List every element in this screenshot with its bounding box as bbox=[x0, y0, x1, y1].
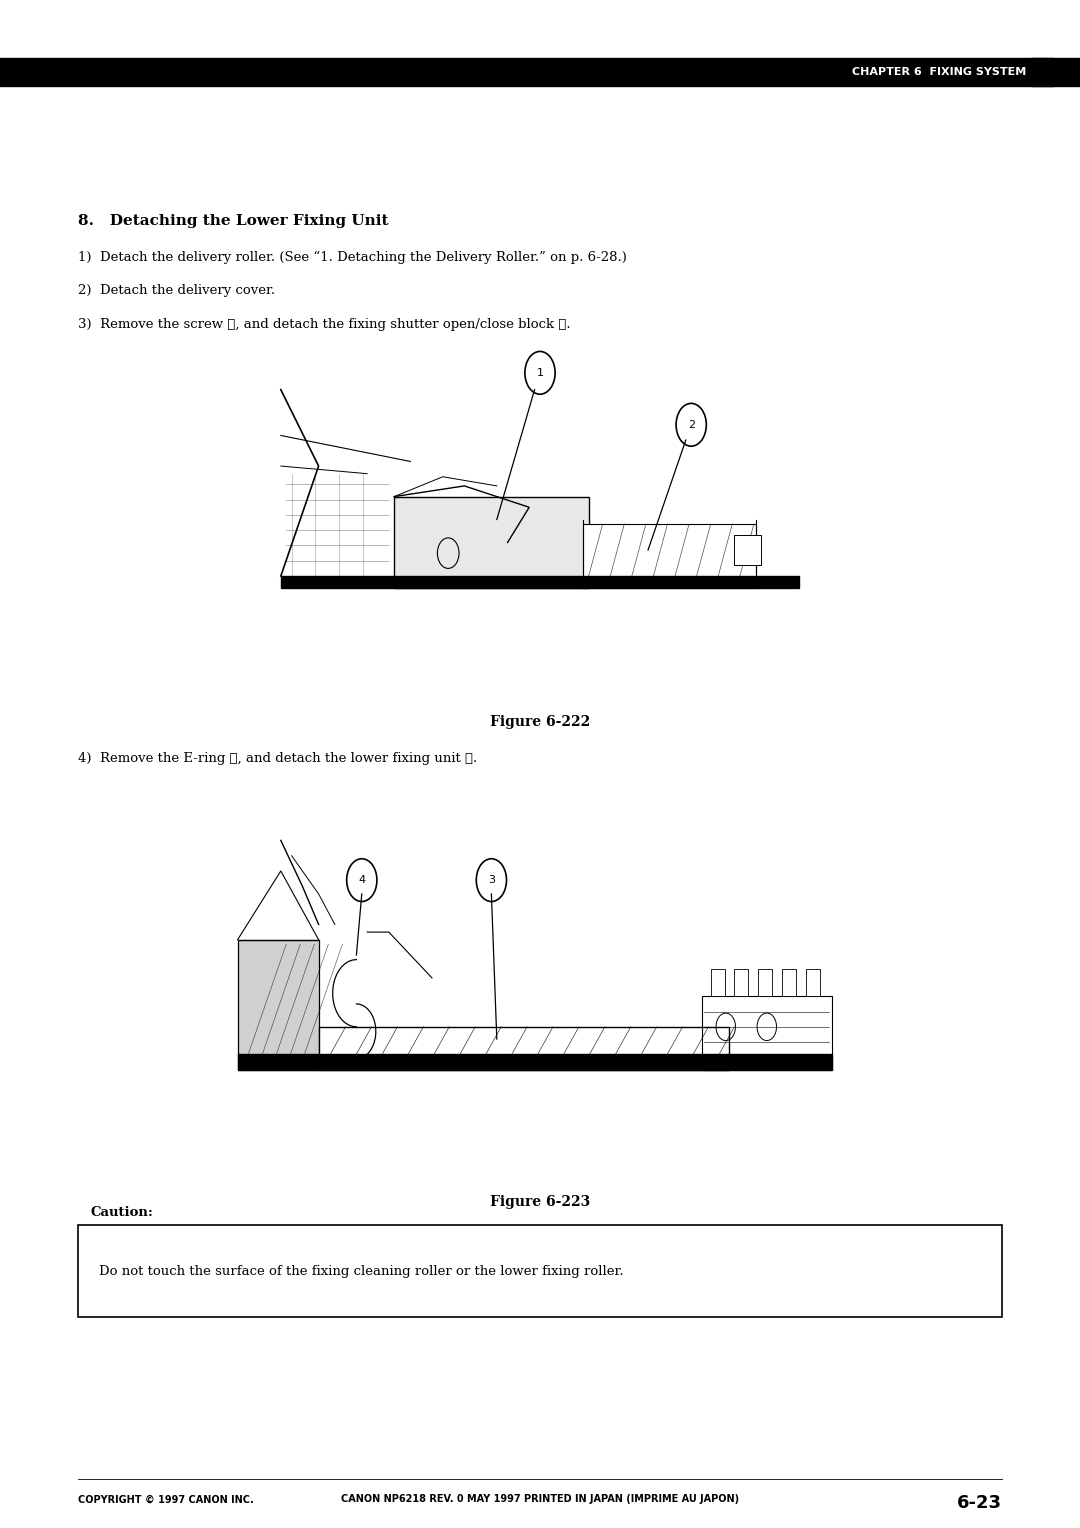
Text: Figure 6-222: Figure 6-222 bbox=[490, 715, 590, 729]
Bar bbox=[702, 996, 832, 1070]
Text: 4: 4 bbox=[359, 876, 365, 885]
Bar bbox=[734, 535, 761, 565]
Bar bbox=[394, 497, 589, 588]
Text: 6-23: 6-23 bbox=[957, 1494, 1002, 1513]
Text: Do not touch the surface of the fixing cleaning roller or the lower fixing rolle: Do not touch the surface of the fixing c… bbox=[99, 1265, 624, 1277]
Text: 2: 2 bbox=[688, 420, 694, 429]
Text: 4)  Remove the E-ring ③, and detach the lower fixing unit ④.: 4) Remove the E-ring ③, and detach the l… bbox=[78, 752, 477, 766]
Bar bbox=[782, 969, 796, 996]
Text: COPYRIGHT © 1997 CANON INC.: COPYRIGHT © 1997 CANON INC. bbox=[78, 1494, 254, 1505]
Text: 8.   Detaching the Lower Fixing Unit: 8. Detaching the Lower Fixing Unit bbox=[78, 214, 389, 228]
Bar bbox=[758, 969, 772, 996]
Bar bbox=[0, 58, 1080, 86]
Bar bbox=[734, 969, 748, 996]
Text: 3: 3 bbox=[488, 876, 495, 885]
Bar bbox=[711, 969, 725, 996]
Bar bbox=[281, 576, 799, 588]
Bar bbox=[319, 1027, 729, 1070]
Bar bbox=[1031, 58, 1053, 86]
Bar bbox=[238, 940, 319, 1070]
Text: 2)  Detach the delivery cover.: 2) Detach the delivery cover. bbox=[78, 284, 275, 298]
Text: CANON NP6218 REV. 0 MAY 1997 PRINTED IN JAPAN (IMPRIME AU JAPON): CANON NP6218 REV. 0 MAY 1997 PRINTED IN … bbox=[341, 1494, 739, 1505]
Bar bbox=[78, 1225, 1002, 1317]
Bar bbox=[806, 969, 820, 996]
Text: Caution:: Caution: bbox=[91, 1206, 153, 1219]
Bar bbox=[583, 524, 756, 588]
Text: Figure 6-223: Figure 6-223 bbox=[490, 1195, 590, 1209]
Bar bbox=[238, 1054, 832, 1070]
Text: 1: 1 bbox=[537, 368, 543, 377]
Text: 1)  Detach the delivery roller. (See “1. Detaching the Delivery Roller.” on p. 6: 1) Detach the delivery roller. (See “1. … bbox=[78, 251, 626, 264]
Text: 3)  Remove the screw ①, and detach the fixing shutter open/close block ②.: 3) Remove the screw ①, and detach the fi… bbox=[78, 318, 570, 332]
Text: CHAPTER 6  FIXING SYSTEM: CHAPTER 6 FIXING SYSTEM bbox=[852, 67, 1026, 76]
